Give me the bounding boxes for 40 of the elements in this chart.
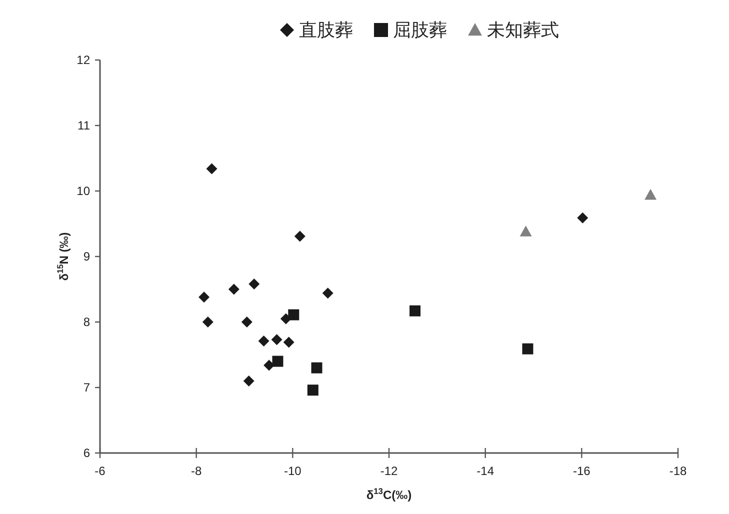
- point: [283, 336, 294, 348]
- point: [243, 375, 254, 386]
- x-tick-label: -14: [476, 464, 494, 478]
- y-tick-label: 7: [83, 380, 90, 394]
- x-axis-title: δ$^{13}$C(‰): [366, 486, 412, 502]
- point: [206, 163, 218, 174]
- legend-label: 直肢葬: [299, 20, 353, 40]
- point: [294, 230, 306, 242]
- y-tick-label: 8: [83, 315, 90, 329]
- y-tick-label: 11: [78, 118, 90, 132]
- y-tick-label: 6: [83, 446, 90, 460]
- point: [307, 384, 318, 396]
- point: [258, 335, 270, 346]
- point: [248, 278, 260, 290]
- point: [644, 188, 657, 200]
- point: [522, 343, 534, 354]
- point: [264, 360, 275, 371]
- x-tick-label: -16: [572, 464, 591, 478]
- point: [271, 334, 282, 346]
- point: [202, 316, 214, 328]
- point: [577, 212, 588, 224]
- x-tick-label: -12: [380, 464, 398, 478]
- point: [520, 226, 532, 236]
- x-tick-label: -18: [669, 464, 687, 478]
- point: [272, 356, 284, 367]
- point: [311, 362, 322, 374]
- y-tick-label: 10: [76, 184, 90, 198]
- legend-label: 未知葬式: [487, 20, 559, 40]
- point: [288, 309, 300, 320]
- x-tick-label: -8: [190, 464, 202, 478]
- x-tick-label: -10: [284, 464, 302, 478]
- y-tick-label: 12: [76, 53, 90, 67]
- y-tick-label: 9: [83, 250, 90, 264]
- point: [241, 316, 252, 328]
- x-tick-label: -6: [94, 464, 106, 478]
- point: [228, 284, 240, 295]
- point: [198, 292, 210, 303]
- legend-label: 屈肢葬: [393, 20, 447, 40]
- point: [322, 288, 334, 299]
- point: [410, 305, 421, 316]
